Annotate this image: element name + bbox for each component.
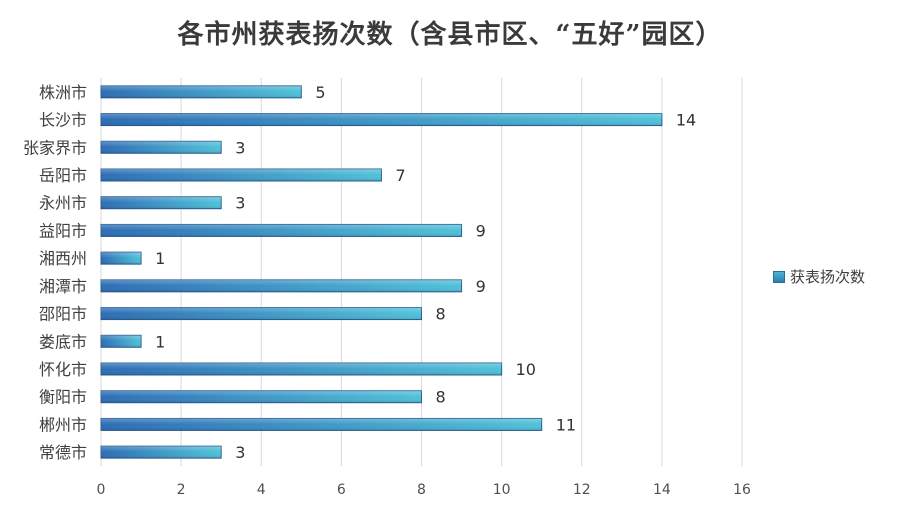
category-label: 娄底市 [39,332,87,351]
category-label: 湘西州 [39,249,87,268]
bar-shading [101,113,662,126]
category-label: 永州市 [39,194,87,213]
data-label: 7 [395,166,405,185]
bar-shading [101,363,502,375]
data-label: 8 [436,388,446,407]
category-label: 益阳市 [39,221,87,240]
data-label: 9 [476,277,486,296]
x-tick-label: 2 [177,482,186,498]
data-label: 11 [556,415,576,434]
data-label: 5 [315,83,325,102]
bar-shading [101,196,222,209]
data-label: 14 [676,111,696,130]
data-label: 1 [155,332,165,351]
legend: 获表扬次数 [773,266,865,287]
bar-shading [101,335,142,348]
data-label: 8 [436,305,446,324]
bar-shading [101,85,302,98]
bar-shading [101,446,222,459]
data-label: 3 [235,138,245,157]
bar-shading [101,224,462,237]
x-tick-label: 4 [257,482,266,498]
data-label: 1 [155,249,165,268]
legend-swatch [773,270,785,283]
labels: 0 2 4 6 8 10 12 14 16 株洲市 5 长沙市 14 张家界市 3 岳阳市 7 永州市 3 益阳市 9 湘… [23,83,751,498]
bar-shading [101,169,382,181]
bar-shading [101,252,142,265]
legend-label: 获表扬次数 [790,268,866,286]
bar-shading [101,279,462,292]
x-tick-label: 8 [417,482,426,498]
x-tick-label: 6 [337,482,346,498]
category-label: 常德市 [39,443,87,462]
data-label: 9 [476,221,486,240]
data-label: 3 [235,194,245,213]
bar-shading [101,307,422,320]
category-label: 衡阳市 [39,388,87,407]
category-label: 株洲市 [39,83,87,102]
category-label: 长沙市 [39,111,87,130]
gridlines [100,78,743,466]
x-tick-label: 0 [97,482,106,498]
category-label: 岳阳市 [39,166,87,185]
bar-shading [101,141,222,154]
category-label: 怀化市 [39,360,87,379]
bars [100,85,663,459]
category-label: 郴州市 [39,415,87,434]
bar-shading [101,418,542,431]
data-label: 10 [516,360,536,379]
x-tick-label: 12 [573,482,591,498]
bar-shading [101,390,422,403]
data-label: 3 [235,443,245,462]
x-tick-label: 14 [653,482,671,498]
category-label: 张家界市 [23,138,87,157]
x-tick-label: 16 [733,482,751,498]
x-tick-label: 10 [493,482,511,498]
chart-title: 各市州获表扬次数（含县市区、“五好”园区） [177,20,723,50]
category-label: 湘潭市 [39,277,87,296]
category-label: 邵阳市 [39,305,87,324]
